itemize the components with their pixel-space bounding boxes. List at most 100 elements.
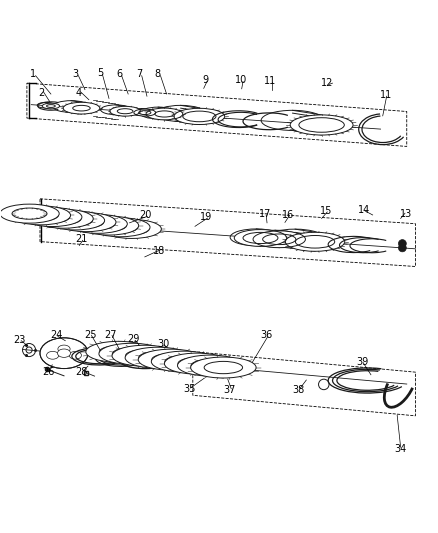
Ellipse shape — [86, 341, 151, 362]
Ellipse shape — [80, 218, 115, 229]
Text: 34: 34 — [395, 443, 407, 454]
Ellipse shape — [23, 210, 58, 221]
Ellipse shape — [286, 232, 345, 251]
Text: 1: 1 — [29, 69, 35, 79]
Ellipse shape — [117, 109, 133, 114]
Ellipse shape — [204, 361, 243, 374]
Text: 37: 37 — [224, 385, 236, 394]
Ellipse shape — [290, 115, 353, 135]
Ellipse shape — [22, 207, 82, 227]
Text: 20: 20 — [139, 210, 152, 220]
Text: 17: 17 — [259, 209, 271, 219]
Circle shape — [46, 219, 55, 228]
Text: 11: 11 — [380, 91, 392, 100]
Circle shape — [399, 244, 406, 252]
Ellipse shape — [57, 213, 116, 232]
Ellipse shape — [11, 206, 71, 225]
Text: 7: 7 — [136, 69, 143, 79]
Text: 25: 25 — [84, 329, 96, 340]
Ellipse shape — [165, 356, 203, 368]
Ellipse shape — [46, 104, 55, 108]
Ellipse shape — [174, 108, 225, 125]
Ellipse shape — [45, 211, 105, 230]
Text: 10: 10 — [235, 75, 247, 85]
Circle shape — [174, 360, 181, 367]
Ellipse shape — [57, 215, 92, 226]
Ellipse shape — [46, 351, 59, 359]
Ellipse shape — [155, 111, 174, 117]
Ellipse shape — [69, 351, 81, 359]
Ellipse shape — [103, 222, 138, 233]
Text: 4: 4 — [75, 88, 81, 98]
Text: 21: 21 — [75, 234, 88, 244]
Ellipse shape — [57, 349, 71, 358]
Ellipse shape — [46, 213, 81, 224]
Text: 2: 2 — [38, 88, 44, 98]
Ellipse shape — [191, 359, 230, 372]
Text: 15: 15 — [320, 206, 332, 216]
Text: 11: 11 — [265, 76, 277, 85]
Text: 39: 39 — [356, 357, 368, 367]
Text: 14: 14 — [358, 205, 370, 215]
Ellipse shape — [151, 351, 217, 372]
Ellipse shape — [126, 350, 164, 362]
Text: 19: 19 — [200, 212, 212, 222]
Ellipse shape — [99, 343, 164, 364]
Ellipse shape — [164, 353, 230, 374]
Ellipse shape — [139, 111, 151, 115]
Ellipse shape — [112, 345, 177, 366]
Text: 36: 36 — [260, 330, 272, 340]
Ellipse shape — [110, 106, 141, 116]
Ellipse shape — [69, 216, 104, 228]
Text: 26: 26 — [42, 367, 55, 377]
Ellipse shape — [42, 103, 60, 109]
Ellipse shape — [191, 357, 256, 378]
Ellipse shape — [12, 208, 47, 219]
Text: 38: 38 — [292, 385, 304, 394]
Ellipse shape — [234, 230, 287, 246]
Ellipse shape — [299, 118, 344, 132]
Ellipse shape — [139, 352, 177, 364]
Ellipse shape — [92, 220, 127, 231]
Ellipse shape — [63, 102, 100, 114]
Circle shape — [399, 240, 406, 247]
Ellipse shape — [178, 358, 216, 370]
Ellipse shape — [113, 348, 151, 360]
Text: 29: 29 — [127, 334, 140, 344]
Text: 8: 8 — [155, 69, 161, 79]
Text: 6: 6 — [117, 69, 123, 79]
Ellipse shape — [177, 355, 243, 376]
Ellipse shape — [102, 220, 161, 238]
Ellipse shape — [40, 338, 88, 368]
Ellipse shape — [0, 204, 59, 223]
Ellipse shape — [295, 236, 335, 248]
Text: 28: 28 — [76, 367, 88, 377]
Text: 30: 30 — [157, 339, 169, 349]
Ellipse shape — [34, 209, 93, 228]
Ellipse shape — [114, 223, 149, 235]
Ellipse shape — [125, 347, 191, 368]
Ellipse shape — [243, 232, 278, 244]
Ellipse shape — [91, 218, 150, 237]
Text: 18: 18 — [152, 246, 165, 256]
Ellipse shape — [146, 108, 183, 120]
Text: 24: 24 — [50, 330, 63, 341]
Text: 3: 3 — [73, 69, 79, 79]
Ellipse shape — [73, 106, 90, 111]
Text: 22: 22 — [40, 210, 53, 220]
Text: 27: 27 — [105, 329, 117, 340]
Ellipse shape — [35, 212, 70, 223]
Ellipse shape — [79, 216, 139, 235]
Text: 16: 16 — [282, 210, 294, 220]
Ellipse shape — [253, 231, 305, 248]
Ellipse shape — [138, 349, 204, 370]
Ellipse shape — [58, 345, 70, 353]
Text: 23: 23 — [13, 335, 25, 345]
Ellipse shape — [183, 111, 216, 122]
Text: 13: 13 — [400, 209, 412, 219]
Ellipse shape — [263, 234, 296, 245]
Text: 5: 5 — [97, 68, 103, 78]
Text: 9: 9 — [202, 75, 208, 85]
Ellipse shape — [99, 346, 138, 358]
Ellipse shape — [134, 109, 155, 116]
